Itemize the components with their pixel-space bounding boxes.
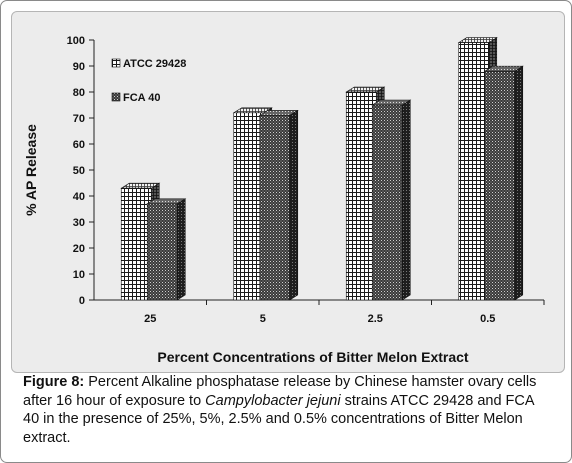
y-axis-title: % AP Release	[23, 124, 39, 216]
bar-fca-2.5	[371, 99, 412, 301]
figure-caption: Figure 8: Percent Alkaline phosphatase r…	[23, 373, 553, 447]
bar-front-face	[484, 70, 516, 301]
caption-text-2: strains ATCC 29428 and FCA 40 in the pre…	[23, 392, 534, 446]
bar-front-face	[345, 91, 377, 301]
y-tick-label: 40	[73, 191, 85, 203]
chart-panel: 0 10 20 30 40 50 60 70 80 90 100 25 5 2.5 0.5 Percent C…	[11, 11, 565, 373]
bar-front-face	[146, 203, 178, 301]
legend: ATCC 29428 FCA 40	[111, 58, 186, 104]
labels: 0 10 20 30 40 50 60 70 80 90 100 25 5 2.5 0.5 Percent C…	[23, 35, 495, 365]
bar-chart: 0 10 20 30 40 50 60 70 80 90 100 25 5 2.5 0.5 Percent C…	[23, 35, 545, 365]
bar-fca-5	[258, 109, 299, 301]
bar-front-face	[233, 112, 265, 301]
y-tick-label: 50	[73, 165, 85, 177]
bar-fca-0.5	[483, 65, 524, 301]
bar-front-face	[371, 104, 403, 301]
y-tick-label: 90	[73, 61, 85, 73]
legend-swatch	[111, 92, 121, 102]
bar-fca-25	[146, 198, 187, 301]
y-tick-label: 100	[67, 35, 85, 47]
legend-swatch	[111, 58, 121, 68]
legend-label: FCA 40	[123, 92, 161, 104]
y-tick-label: 80	[73, 87, 85, 99]
y-tick-label: 10	[73, 269, 85, 281]
y-tick-label: 30	[73, 217, 85, 229]
y-tick-label: 0	[79, 295, 85, 307]
x-axis-title: Percent Concentrations of Bitter Melon E…	[157, 349, 469, 365]
bar-front-face	[120, 187, 152, 301]
y-tick-label: 70	[73, 113, 85, 125]
bar-side-face	[514, 65, 524, 301]
caption-italic: Campylobacter jejuni	[205, 392, 341, 409]
x-tick-label: 25	[144, 313, 156, 325]
y-tick-label: 60	[73, 139, 85, 151]
bar-side-face	[401, 99, 411, 301]
bar-side-face	[176, 198, 186, 301]
x-tick-label: 2.5	[368, 313, 383, 325]
y-tick-label: 20	[73, 243, 85, 255]
caption-label: Figure 8:	[23, 374, 85, 390]
bar-side-face	[289, 109, 299, 301]
caption-text-1: Percent Alkaline phosphatase release by …	[23, 374, 537, 409]
bars	[120, 37, 524, 301]
bar-front-face	[259, 115, 291, 301]
bar-front-face	[458, 42, 490, 301]
x-tick-label: 0.5	[480, 313, 495, 325]
x-tick-label: 5	[260, 313, 266, 325]
legend-label: ATCC 29428	[123, 58, 186, 70]
